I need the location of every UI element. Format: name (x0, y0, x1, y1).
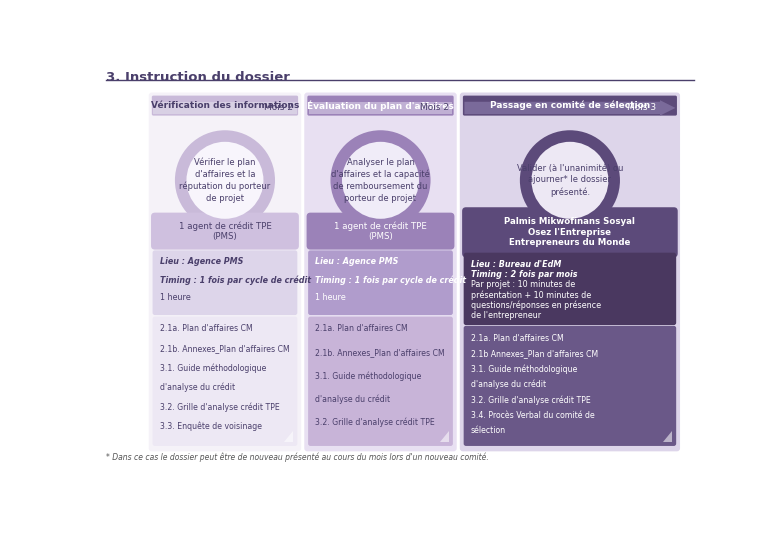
Circle shape (531, 142, 608, 219)
FancyBboxPatch shape (462, 207, 678, 257)
Text: * Dans ce cas le dossier peut être de nouveau présenté au cours du mois lors d'u: * Dans ce cas le dossier peut être de no… (105, 453, 488, 462)
Circle shape (520, 130, 620, 231)
Text: 3.2. Grille d'analyse crédit TPE: 3.2. Grille d'analyse crédit TPE (159, 402, 279, 412)
Text: Par projet : 10 minutes de: Par projet : 10 minutes de (470, 280, 575, 289)
Text: Passage en comité de sélection: Passage en comité de sélection (490, 101, 650, 110)
Text: 3.1. Guide méthodologique: 3.1. Guide méthodologique (159, 363, 266, 373)
FancyBboxPatch shape (463, 326, 676, 446)
FancyBboxPatch shape (304, 92, 457, 451)
Text: 2.1a. Plan d'affaires CM: 2.1a. Plan d'affaires CM (470, 334, 563, 342)
Circle shape (186, 142, 264, 219)
FancyBboxPatch shape (153, 251, 297, 315)
Circle shape (342, 142, 419, 219)
FancyBboxPatch shape (308, 251, 453, 315)
Text: 3.2. Grille d'analyse crédit TPE: 3.2. Grille d'analyse crédit TPE (470, 395, 590, 404)
Text: 1 heure: 1 heure (159, 293, 190, 302)
FancyBboxPatch shape (307, 213, 455, 249)
Text: d'analyse du crédit: d'analyse du crédit (470, 380, 546, 389)
Text: 3.4. Procès Verbal du comité de: 3.4. Procès Verbal du comité de (470, 410, 594, 420)
FancyBboxPatch shape (153, 316, 297, 446)
Text: 1 agent de crédit TPE
(PMS): 1 agent de crédit TPE (PMS) (334, 221, 427, 241)
FancyBboxPatch shape (307, 96, 454, 116)
Text: 3.1. Guide méthodologique: 3.1. Guide méthodologique (315, 371, 421, 381)
FancyBboxPatch shape (308, 316, 453, 446)
Polygon shape (663, 431, 672, 442)
Text: Palmis Mikwofinans Sosyal
Osez l'Entreprise
Entrepreneurs du Monde: Palmis Mikwofinans Sosyal Osez l'Entrepr… (505, 218, 636, 247)
Text: 2.1a. Plan d'affaires CM: 2.1a. Plan d'affaires CM (315, 325, 408, 333)
Text: de l'entrepreneur: de l'entrepreneur (470, 311, 541, 320)
Text: 1 agent de crédit TPE
(PMS): 1 agent de crédit TPE (PMS) (179, 221, 271, 241)
FancyBboxPatch shape (149, 92, 301, 451)
Polygon shape (440, 431, 449, 442)
Circle shape (331, 130, 431, 231)
Text: 3.3. Enquête de voisinage: 3.3. Enquête de voisinage (159, 422, 261, 431)
Circle shape (175, 130, 275, 231)
Text: Lieu : Bureau d'EdM: Lieu : Bureau d'EdM (470, 260, 561, 268)
Text: Timing : 1 fois par cycle de crédit: Timing : 1 fois par cycle de crédit (315, 275, 466, 285)
FancyBboxPatch shape (463, 253, 676, 325)
Text: sélection: sélection (470, 426, 505, 435)
FancyBboxPatch shape (463, 96, 677, 116)
Text: 2.1b. Annexes_Plan d'affaires CM: 2.1b. Annexes_Plan d'affaires CM (315, 348, 445, 357)
FancyBboxPatch shape (152, 96, 298, 116)
Text: Mois 2: Mois 2 (264, 104, 293, 112)
Text: 2.1b. Annexes_Plan d'affaires CM: 2.1b. Annexes_Plan d'affaires CM (159, 344, 289, 353)
FancyArrow shape (464, 100, 675, 116)
Text: 3. Instruction du dossier: 3. Instruction du dossier (105, 71, 289, 84)
Polygon shape (284, 431, 293, 442)
Text: Mois 3: Mois 3 (627, 104, 656, 112)
Text: Mois 2: Mois 2 (420, 104, 449, 112)
Text: 2.1b Annexes_Plan d'affaires CM: 2.1b Annexes_Plan d'affaires CM (470, 349, 597, 358)
Text: 2.1a. Plan d'affaires CM: 2.1a. Plan d'affaires CM (159, 325, 252, 333)
Text: Timing : 1 fois par cycle de crédit: Timing : 1 fois par cycle de crédit (159, 275, 310, 285)
Text: Lieu : Agence PMS: Lieu : Agence PMS (159, 257, 243, 266)
Text: Lieu : Agence PMS: Lieu : Agence PMS (315, 257, 399, 266)
Text: Vérifier le plan
d'affaires et la
réputation du porteur
de projet: Vérifier le plan d'affaires et la réputa… (179, 158, 271, 203)
Text: Vérification des informations: Vérification des informations (151, 101, 300, 110)
Text: d'analyse du crédit: d'analyse du crédit (159, 383, 235, 392)
Text: Valider (à l'unanimité) ou
ajourner* le dossier
présenté.: Valider (à l'unanimité) ou ajourner* le … (516, 164, 623, 197)
Text: 3.1. Guide méthodologique: 3.1. Guide méthodologique (470, 364, 577, 374)
Text: Analyser le plan
d'affaires et la capacité
de remboursement du
porteur de projet: Analyser le plan d'affaires et la capaci… (331, 158, 430, 203)
Text: Évaluation du plan d'affaires: Évaluation du plan d'affaires (307, 100, 454, 111)
Text: présentation + 10 minutes de: présentation + 10 minutes de (470, 291, 590, 300)
Text: 3.2. Grille d'analyse crédit TPE: 3.2. Grille d'analyse crédit TPE (315, 418, 434, 428)
FancyBboxPatch shape (151, 213, 299, 249)
Text: 1 heure: 1 heure (315, 293, 346, 302)
FancyBboxPatch shape (154, 102, 296, 114)
Text: d'analyse du crédit: d'analyse du crédit (315, 395, 390, 404)
Text: Timing : 2 fois par mois: Timing : 2 fois par mois (470, 270, 577, 279)
FancyBboxPatch shape (460, 92, 680, 451)
FancyBboxPatch shape (309, 102, 452, 114)
Text: questions/réponses en présence: questions/réponses en présence (470, 301, 601, 310)
